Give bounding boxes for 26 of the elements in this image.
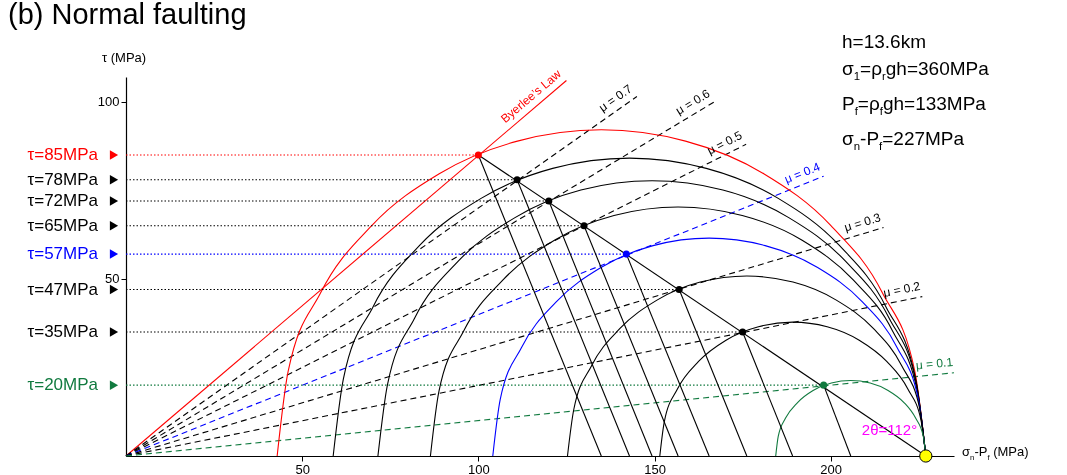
annotation: P$_{f}$=ρ$_{f}$gh=133MPa [842, 91, 987, 119]
annotation: σ$_{1}$=ρ$_{r}$gh=360MPa [842, 57, 989, 84]
text: μ = 0.2 [882, 278, 922, 300]
text: μ = 0.5 [704, 128, 745, 158]
legend-label: τ=85MPa [27, 144, 99, 164]
chart-title: (b) Normal faulting [8, 0, 247, 31]
text: μ = 0.1 [915, 354, 954, 373]
text: μ = 0.3 [842, 210, 883, 235]
text: μ = 0.7 [596, 81, 635, 115]
legend-label: τ=47MPa [27, 279, 99, 299]
legend-label: τ=57MPa [27, 244, 99, 264]
x-axis-title: σ$_{n}$-P$_{f}$ (MPa) [962, 444, 1029, 462]
legend-label: τ=20MPa [27, 375, 99, 395]
legend-label: τ=72MPa [27, 190, 99, 210]
x-tick-label: 50 [295, 461, 310, 475]
x-tick-label: 150 [644, 461, 666, 475]
legend-label: τ=78MPa [27, 169, 99, 189]
y-axis-title: τ (MPa) [102, 50, 147, 65]
legend-label: τ=65MPa [27, 215, 99, 235]
x-tick-label: 200 [820, 461, 843, 475]
legend-label: τ=35MPa [27, 322, 99, 342]
text: μ = 0.4 [782, 159, 823, 187]
x-tick-label: 100 [467, 461, 490, 475]
text: h=13.6km [842, 30, 927, 54]
text: μ = 0.6 [673, 86, 713, 118]
annotation: σ$_{n}$-P$_{f}$=227MPa [842, 126, 966, 154]
